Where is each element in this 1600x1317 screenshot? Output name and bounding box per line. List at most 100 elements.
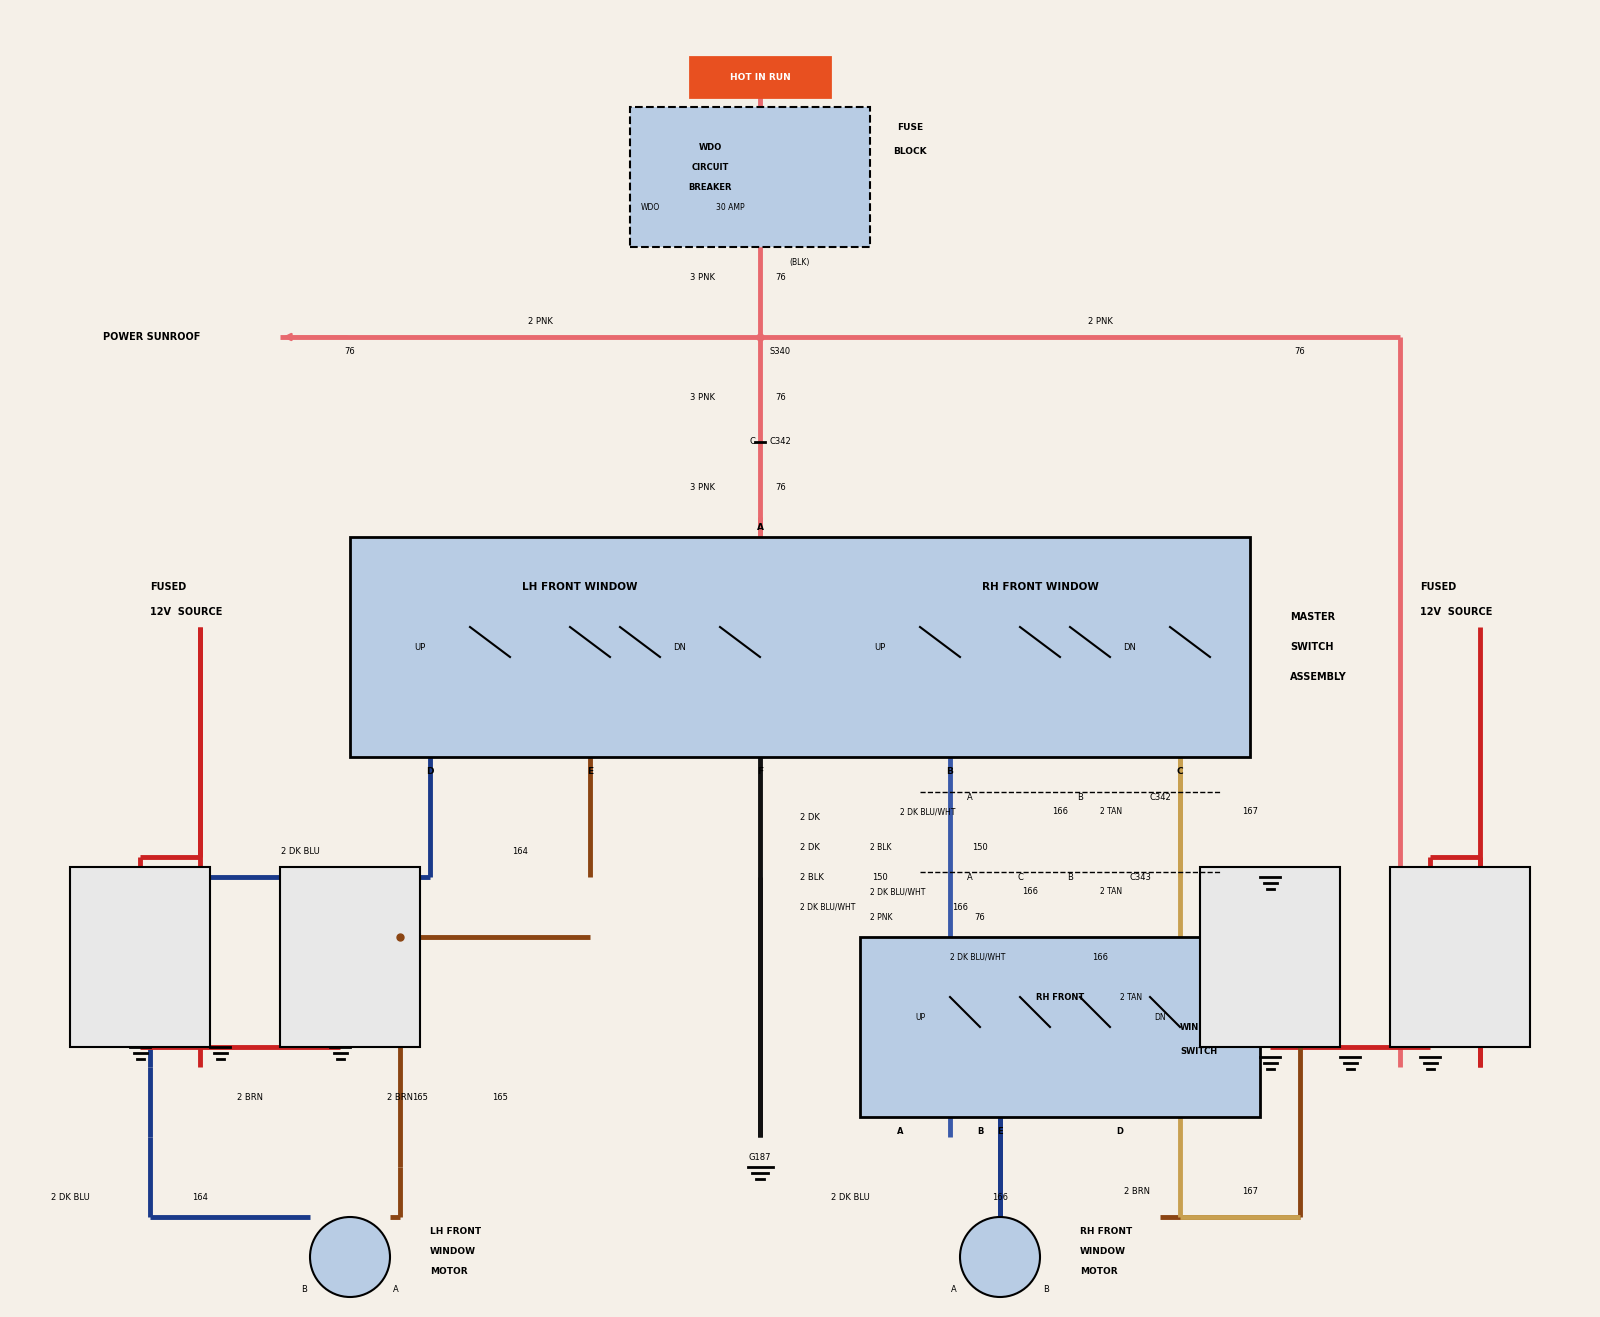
Text: F: F: [757, 768, 763, 777]
Text: 166: 166: [1053, 807, 1069, 817]
Text: B: B: [947, 768, 954, 777]
Text: 87: 87: [370, 893, 381, 902]
Text: WINDOW: WINDOW: [1181, 1022, 1222, 1031]
Text: A: A: [757, 523, 763, 532]
Text: BREAKER: BREAKER: [688, 183, 731, 191]
Text: 86: 86: [1306, 964, 1315, 971]
Text: 30: 30: [386, 994, 395, 1000]
Text: 76: 76: [774, 273, 786, 282]
Text: 87A: 87A: [368, 925, 382, 930]
Text: 2 DK BLU/WHT: 2 DK BLU/WHT: [800, 902, 856, 911]
Text: C342: C342: [1150, 793, 1171, 802]
Text: 85: 85: [386, 1025, 395, 1030]
Text: 87A: 87A: [88, 925, 102, 930]
Text: B: B: [1043, 1284, 1050, 1293]
Text: WINDOW: WINDOW: [1080, 1247, 1126, 1256]
Text: 166: 166: [952, 902, 968, 911]
Text: 2 TAN: 2 TAN: [1101, 807, 1122, 817]
Text: FUSE: FUSE: [898, 122, 923, 132]
Text: 86: 86: [291, 964, 299, 971]
Text: A: A: [966, 793, 973, 802]
Text: 86: 86: [176, 964, 184, 971]
Text: 30: 30: [80, 994, 90, 1000]
FancyBboxPatch shape: [1200, 867, 1341, 1047]
Text: 86: 86: [1496, 964, 1504, 971]
Text: 2 DK BLU: 2 DK BLU: [830, 1192, 869, 1201]
Text: C: C: [1018, 872, 1022, 881]
Text: 30: 30: [176, 994, 184, 1000]
Text: 87: 87: [160, 893, 171, 902]
FancyBboxPatch shape: [861, 936, 1261, 1117]
Text: M: M: [344, 1247, 355, 1256]
Text: 76: 76: [1294, 348, 1306, 357]
Text: 150: 150: [872, 872, 888, 881]
Text: 87: 87: [1290, 893, 1301, 902]
Text: E: E: [997, 1127, 1003, 1137]
Text: 87: 87: [1219, 893, 1230, 902]
Text: 2 PNK: 2 PNK: [870, 913, 893, 922]
Text: 85: 85: [80, 1025, 90, 1030]
Bar: [630, 107, 870, 248]
Text: 87: 87: [1410, 893, 1421, 902]
Text: B: B: [1077, 793, 1083, 802]
Text: (BLK): (BLK): [790, 258, 810, 266]
Text: 167: 167: [1213, 888, 1229, 897]
Text: C343: C343: [1130, 872, 1152, 881]
Text: 167: 167: [1213, 993, 1229, 1001]
Text: DN: DN: [674, 643, 686, 652]
Text: 2 DK BLU: 2 DK BLU: [51, 1192, 90, 1201]
Text: 30: 30: [1211, 994, 1219, 1000]
Text: S340: S340: [770, 348, 790, 357]
Circle shape: [960, 1217, 1040, 1297]
Text: 167: 167: [1242, 807, 1258, 817]
Text: A: A: [966, 872, 973, 881]
Text: 85: 85: [1211, 1025, 1219, 1030]
Text: 76: 76: [974, 913, 986, 922]
Text: RH FRONT: RH FRONT: [1080, 1227, 1133, 1237]
Text: 30 AMP: 30 AMP: [715, 203, 744, 212]
Text: 30: 30: [1400, 994, 1410, 1000]
Text: 2 PNK: 2 PNK: [528, 317, 552, 327]
Text: 86: 86: [1211, 964, 1219, 971]
Text: 166: 166: [1091, 952, 1107, 961]
Text: DN: DN: [1154, 1013, 1166, 1022]
Text: 2 BRN: 2 BRN: [237, 1093, 262, 1101]
Text: FUSED: FUSED: [1421, 582, 1456, 593]
Text: DN: DN: [1123, 643, 1136, 652]
Text: B: B: [1067, 872, 1074, 881]
Text: SWITCH: SWITCH: [1290, 641, 1333, 652]
Text: RH FRONT: RH FRONT: [1035, 993, 1085, 1001]
Text: ~: ~: [346, 1264, 354, 1274]
Circle shape: [310, 1217, 390, 1297]
Text: A: A: [952, 1284, 957, 1293]
Text: WDO: WDO: [698, 142, 722, 151]
Text: UP: UP: [874, 643, 886, 652]
Text: 3 PNK: 3 PNK: [690, 392, 715, 402]
Text: 85: 85: [291, 1025, 299, 1030]
Text: SWITCH: SWITCH: [1181, 1047, 1218, 1056]
Text: D: D: [426, 768, 434, 777]
Text: LH FRONT WINDOW: LH FRONT WINDOW: [522, 582, 638, 593]
Text: A: A: [896, 1127, 904, 1137]
Text: 87: 87: [90, 893, 101, 902]
Text: 2 DK BLU/WHT: 2 DK BLU/WHT: [899, 807, 955, 817]
Text: 2 TAN: 2 TAN: [1101, 888, 1122, 897]
Text: 30: 30: [1306, 994, 1315, 1000]
Text: MASTER: MASTER: [1290, 612, 1334, 622]
Text: 87A: 87A: [158, 925, 171, 930]
Text: 2 DK: 2 DK: [800, 843, 819, 852]
Text: 167: 167: [1242, 1188, 1258, 1197]
Text: 2 DK BLU: 2 DK BLU: [280, 848, 320, 856]
Text: UP: UP: [915, 1013, 925, 1022]
Text: M: M: [995, 1247, 1005, 1256]
Text: 2 TAN: 2 TAN: [1120, 993, 1142, 1001]
Text: RH FRONT WINDOW: RH FRONT WINDOW: [981, 582, 1099, 593]
Text: B: B: [301, 1284, 307, 1293]
Text: 2 DK BLU/WHT: 2 DK BLU/WHT: [870, 888, 925, 897]
Text: 87A: 87A: [1478, 925, 1491, 930]
Text: B: B: [978, 1127, 982, 1137]
Text: 166: 166: [992, 1192, 1008, 1201]
Text: 87A: 87A: [298, 925, 312, 930]
Text: C: C: [749, 437, 755, 446]
Text: 76: 76: [344, 348, 355, 357]
